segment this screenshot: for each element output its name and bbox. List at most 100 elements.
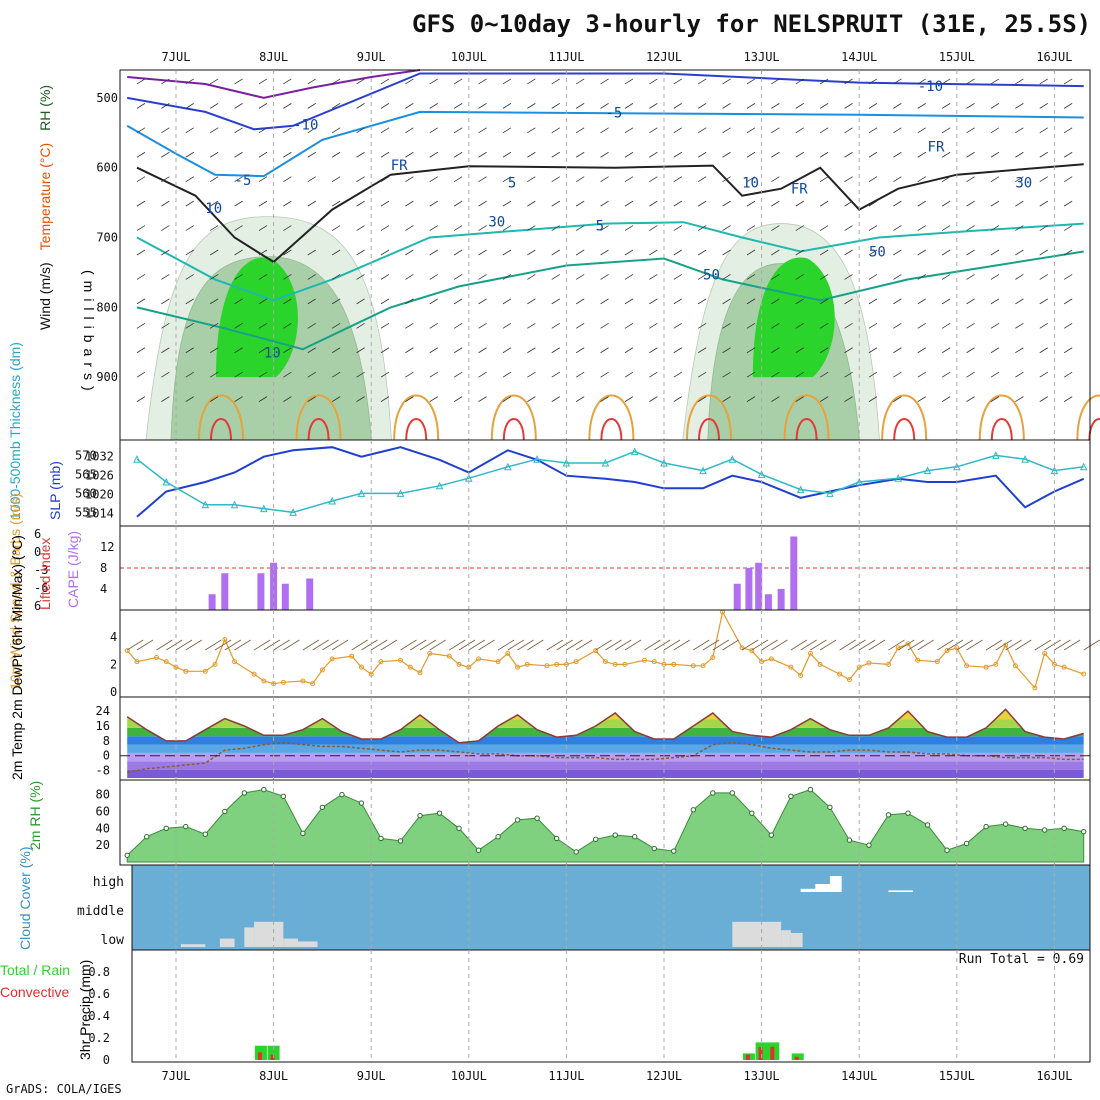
wind-barb xyxy=(722,298,731,305)
rh-tick: 60 xyxy=(96,804,110,818)
wind-barb xyxy=(624,396,634,402)
hot-contour xyxy=(210,418,232,441)
wind-barb xyxy=(771,347,780,354)
rh-axis-label: 2m RH (%) xyxy=(27,781,43,850)
wind-barb xyxy=(527,127,536,134)
x-tick-bottom: 13JUL xyxy=(744,1069,780,1083)
wind-barb xyxy=(1015,274,1024,280)
wind-barb xyxy=(771,249,780,256)
wind-barb xyxy=(1063,176,1073,183)
wind-barb xyxy=(209,103,219,109)
wind-barb xyxy=(966,200,975,207)
wind-barb xyxy=(478,225,487,231)
wind-barb xyxy=(819,249,829,256)
wind-barb-10m xyxy=(751,639,769,651)
wind-barb xyxy=(258,151,268,158)
wind-speed-marker xyxy=(1032,685,1038,691)
wind-barb xyxy=(844,127,853,134)
wind-barb xyxy=(429,127,438,134)
wind-barb xyxy=(380,249,390,256)
wind-barb xyxy=(990,396,1000,402)
wind-barb-10m xyxy=(956,639,974,651)
wind-barb xyxy=(1015,127,1024,134)
cape-bar xyxy=(306,578,314,610)
wind-barb xyxy=(795,103,804,109)
wind-barb-10m xyxy=(1083,639,1100,651)
wind-barb xyxy=(478,249,487,256)
warm-contour xyxy=(783,394,830,441)
hot-contour xyxy=(502,418,525,441)
precip-legend-conv: Convective xyxy=(0,984,69,1000)
temperature-contour xyxy=(127,72,1084,131)
hot-contour xyxy=(893,418,916,441)
wind-barb-10m xyxy=(722,639,739,651)
wind-barb xyxy=(844,78,853,85)
wind-barb xyxy=(209,371,219,378)
wind-barb xyxy=(917,371,926,378)
wind-barb xyxy=(429,322,438,329)
wind-speed-marker xyxy=(495,659,501,665)
wind-barb xyxy=(380,396,390,402)
wind-speed-marker xyxy=(1042,650,1048,656)
wind-barb xyxy=(1063,78,1073,85)
wind-barb xyxy=(575,151,585,158)
wind-barb xyxy=(795,151,804,158)
wind-barb xyxy=(380,225,390,231)
wind-barb xyxy=(283,298,292,305)
wind-barb xyxy=(527,298,536,305)
contour-label: 30 xyxy=(488,214,505,230)
wind-barb xyxy=(453,396,463,402)
wind-barb xyxy=(868,151,878,158)
wind-speed-marker xyxy=(427,650,433,656)
wind-barb xyxy=(307,78,316,85)
wind-barb xyxy=(697,103,707,109)
wind-barb xyxy=(868,249,878,256)
wind-barb xyxy=(478,347,487,354)
wind-barb xyxy=(478,151,487,158)
wind-barb-10m xyxy=(868,639,886,651)
wind-barb xyxy=(527,322,536,329)
thickness-marker xyxy=(357,489,366,497)
wind-barb xyxy=(746,274,756,280)
wind-barb xyxy=(819,127,829,134)
wind-barb xyxy=(185,200,194,207)
temp-band xyxy=(127,719,1084,728)
wind-barb xyxy=(941,322,951,329)
wind-barb xyxy=(234,274,243,280)
wind-barb xyxy=(380,200,390,207)
wind-barb xyxy=(453,176,463,183)
wind-barb xyxy=(356,347,365,354)
wind-barb xyxy=(649,274,658,280)
contour-label: -10 xyxy=(293,117,318,133)
wind-barb xyxy=(478,127,487,134)
wind-barb-10m xyxy=(370,639,388,651)
wind-barb xyxy=(697,371,707,378)
thickness-marker xyxy=(992,451,1000,459)
wind-barb-10m xyxy=(575,639,593,651)
wind-barb xyxy=(283,225,292,231)
wind-barb xyxy=(1015,103,1024,109)
wind-barb xyxy=(307,200,316,207)
pressure-tick: 900 xyxy=(96,370,118,384)
cloud-high-block xyxy=(815,884,830,892)
contour-label: 10 xyxy=(742,175,759,191)
wind-barb xyxy=(673,127,682,134)
contour-label: 10 xyxy=(205,201,222,217)
wind-barb xyxy=(575,396,585,402)
thickness-marker xyxy=(855,477,864,486)
side-label-part: Temperature (°C) xyxy=(37,143,53,251)
wind-barb xyxy=(405,176,414,183)
wind-barb xyxy=(1015,298,1024,305)
wind-speed-marker xyxy=(671,661,677,667)
wind-barb xyxy=(649,347,658,354)
warm-contour xyxy=(295,394,342,441)
wind-barb xyxy=(307,298,316,305)
wind-barb xyxy=(844,371,853,378)
wind-barb xyxy=(258,274,268,280)
wind-speed-marker xyxy=(417,670,423,676)
wind-barb xyxy=(356,127,365,134)
wind-barb xyxy=(502,298,512,305)
wind-speed-marker xyxy=(944,648,950,654)
thickness-marker xyxy=(923,466,932,475)
